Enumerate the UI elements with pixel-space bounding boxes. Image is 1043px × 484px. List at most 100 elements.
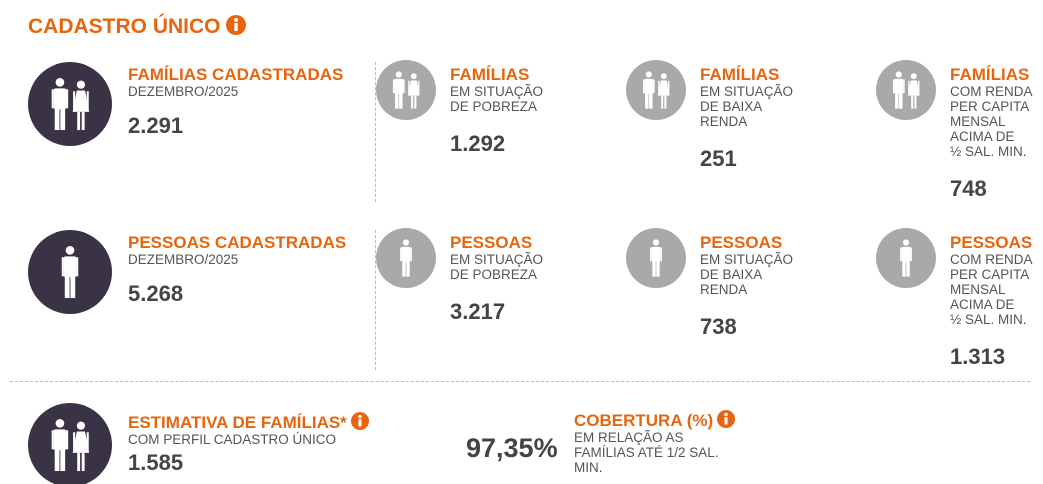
body [72, 431, 90, 453]
page-title: CADASTRO ÚNICO [28, 15, 247, 39]
divider [375, 230, 376, 370]
stat-subtitle: ½ SAL. MIN. [950, 312, 1027, 327]
stat-subtitle: COM RENDA [950, 252, 1033, 267]
arm [658, 80, 660, 94]
arm [642, 79, 645, 94]
stat-subtitle: FAMÍLIAS ATÉ 1/2 SAL. [574, 445, 719, 460]
stat-subtitle: DE POBREZA [450, 99, 538, 114]
stat-value: 1.292 [450, 131, 506, 156]
stat-value: 1.313 [950, 344, 1006, 369]
leg [77, 452, 81, 472]
stat-label: ESTIMATIVA DE FAMÍLIAS* [128, 412, 369, 432]
leg [70, 276, 76, 299]
arm [660, 247, 662, 262]
arm [400, 247, 402, 262]
stat-subtitle: ½ SAL. MIN. [950, 144, 1027, 159]
leg [54, 449, 60, 472]
title-text: CADASTRO ÚNICO [28, 15, 221, 38]
arm [86, 432, 89, 451]
info-bar [358, 419, 362, 427]
leg [64, 276, 70, 299]
body [53, 429, 66, 451]
body [901, 246, 911, 262]
info-icon[interactable] [350, 412, 369, 430]
leg [911, 95, 914, 109]
stat-block: PESSOAS CADASTRADAS DEZEMBRO/2025 5.268 [128, 234, 346, 306]
body [644, 78, 654, 94]
stat-value: 2.291 [128, 113, 184, 138]
body [401, 246, 411, 262]
icon-circle [28, 62, 112, 146]
leg [60, 449, 66, 472]
icon [376, 228, 436, 288]
icon [626, 60, 686, 120]
stat-block: PESSOAS EM SITUAÇÃO DE POBREZA 3.217 [450, 234, 543, 324]
stat-label: FAMÍLIAS [700, 66, 793, 84]
stat-block: FAMÍLIAS EM SITUAÇÃO DE POBREZA 1.292 [450, 66, 543, 156]
stat-subtitle: DE POBREZA [450, 267, 538, 282]
head [652, 239, 660, 246]
leg [649, 93, 653, 109]
arm [76, 257, 79, 277]
body [407, 80, 420, 96]
head [65, 245, 75, 255]
head [55, 418, 65, 428]
coverage-value: 97,35% [466, 433, 558, 463]
arm [73, 432, 76, 451]
stat-subtitle: EM SITUAÇÃO [700, 252, 794, 267]
arm [417, 80, 420, 94]
head [55, 77, 65, 87]
stat-block: ESTIMATIVA DE FAMÍLIAS* COM PERFIL CADAST… [128, 412, 369, 475]
arm [892, 79, 895, 94]
icon [28, 230, 112, 314]
stat-label-text: PESSOAS [450, 233, 533, 252]
stat-subtitle: EM RELAÇÃO AS [574, 430, 684, 445]
stat-subtitle: ACIMA DE [950, 297, 1015, 312]
icon [376, 60, 436, 120]
leg [914, 95, 917, 109]
info-bar [724, 417, 728, 425]
arm [73, 91, 76, 110]
body [394, 78, 404, 94]
stat-subtitle: DEZEMBRO/2025 [128, 84, 239, 99]
arm [900, 247, 902, 262]
arm [653, 79, 655, 94]
arm [86, 91, 89, 110]
leg [414, 95, 417, 109]
info-dot [358, 414, 362, 419]
stat-subtitle: RENDA [700, 114, 748, 129]
leg [399, 93, 403, 109]
head [895, 71, 902, 78]
stat-label: FAMÍLIAS CADASTRADAS [128, 66, 343, 84]
stat-subtitle: DEZEMBRO/2025 [128, 252, 239, 267]
stat-block: FAMÍLIAS COM RENDA PER CAPITA MENSAL ACIMA D… [950, 66, 1033, 201]
stat-label-text: PESSOAS [950, 233, 1033, 252]
stat-label: PESSOAS [950, 234, 1033, 252]
body [907, 80, 920, 96]
stat-subtitle: DE BAIXA [700, 267, 763, 282]
leg [81, 452, 85, 472]
head [910, 73, 917, 80]
stat-block: COBERTURA (%) EM RELAÇÃO AS FAMÍLIAS ATÉ 1… [574, 410, 736, 475]
arm [650, 247, 652, 262]
arm [65, 89, 69, 109]
stat-subtitle: EM SITUAÇÃO [700, 84, 794, 99]
info-icon[interactable] [717, 410, 736, 428]
body [72, 90, 90, 112]
leg [406, 261, 410, 277]
arm [910, 247, 912, 262]
head [645, 71, 652, 78]
head [660, 73, 667, 80]
body [657, 80, 670, 96]
arm [408, 80, 410, 94]
stat-subtitle: EM SITUAÇÃO [450, 252, 544, 267]
stat-subtitle: DE BAIXA [700, 99, 763, 114]
leg [402, 261, 406, 277]
stat-subtitle: MENSAL [950, 114, 1006, 129]
leg [395, 93, 399, 109]
stat-label-text: PESSOAS CADASTRADAS [128, 233, 347, 252]
stat-subtitle: COM RENDA [950, 84, 1033, 99]
info-icon[interactable] [226, 15, 247, 35]
icon [28, 403, 112, 484]
